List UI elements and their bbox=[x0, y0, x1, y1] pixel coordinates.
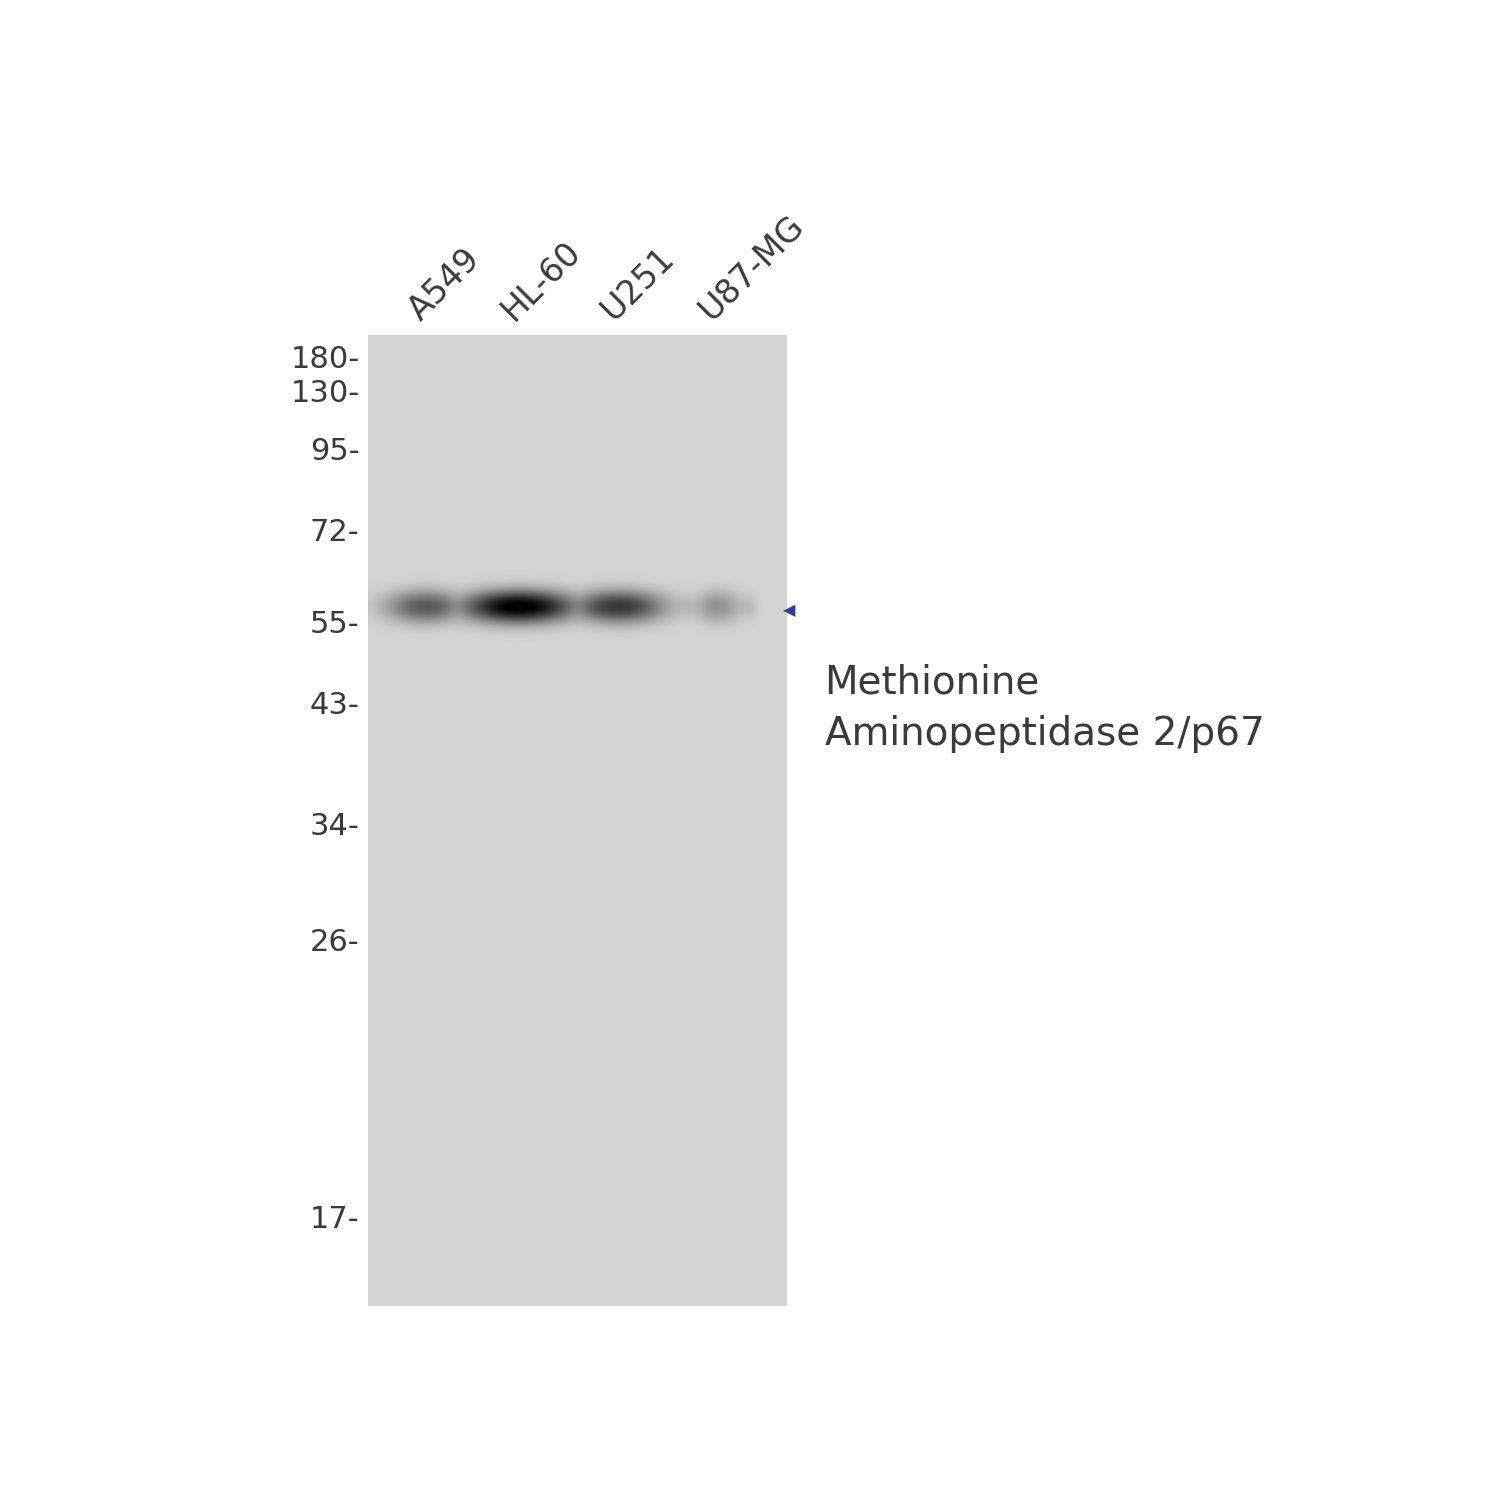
Text: Aminopeptidase 2/p67: Aminopeptidase 2/p67 bbox=[825, 716, 1264, 753]
Text: 180-: 180- bbox=[291, 345, 360, 374]
Text: 72-: 72- bbox=[310, 518, 360, 548]
Text: U87-MG: U87-MG bbox=[693, 209, 810, 327]
Text: 43-: 43- bbox=[309, 692, 360, 720]
Text: 17-: 17- bbox=[310, 1204, 360, 1234]
Text: HL-60: HL-60 bbox=[495, 234, 588, 327]
Text: 34-: 34- bbox=[309, 813, 360, 842]
Text: Methionine: Methionine bbox=[825, 663, 1040, 702]
Text: 55-: 55- bbox=[310, 610, 360, 639]
Text: U251: U251 bbox=[594, 242, 680, 327]
Text: A549: A549 bbox=[402, 242, 488, 327]
Text: 95-: 95- bbox=[310, 436, 360, 466]
Bar bbox=[368, 336, 786, 1306]
Text: 26-: 26- bbox=[310, 928, 360, 957]
Text: 130-: 130- bbox=[291, 380, 360, 408]
